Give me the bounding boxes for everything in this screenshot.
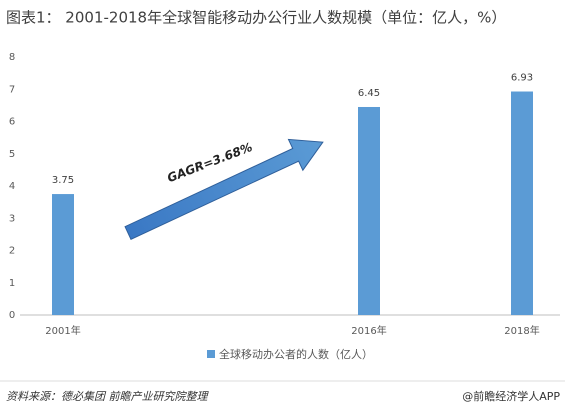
bar [358, 106, 380, 315]
y-tick-label: 5 [9, 149, 15, 160]
chart-title: 图表1： 2001-2018年全球智能移动办公行业人数规模（单位：亿人，%） [6, 9, 506, 27]
legend-swatch [207, 350, 215, 358]
y-tick-label: 4 [9, 181, 15, 192]
source: 资料来源：德必集团 前瞻产业研究院整理 [6, 390, 209, 403]
x-tick-label: 2001年 [45, 324, 80, 337]
y-tick-label: 0 [9, 310, 15, 321]
y-tick-label: 2 [9, 246, 15, 257]
value-label: 6.93 [511, 73, 533, 84]
bar [52, 194, 74, 315]
y-tick-label: 1 [9, 278, 15, 289]
credit: @前瞻经济学人APP [462, 389, 560, 403]
value-label: 6.45 [358, 88, 380, 99]
x-tick-label: 2016年 [351, 324, 386, 337]
y-tick-label: 3 [9, 213, 15, 224]
x-tick-label: 2018年 [504, 324, 539, 337]
y-tick-label: 6 [9, 117, 15, 128]
value-label: 3.75 [52, 175, 74, 186]
legend-label: 全球移动办公者的人数（亿人） [219, 347, 373, 361]
bar [511, 91, 533, 315]
y-tick-label: 7 [9, 84, 15, 95]
y-tick-label: 8 [9, 52, 15, 63]
growth-arrow [124, 138, 324, 241]
